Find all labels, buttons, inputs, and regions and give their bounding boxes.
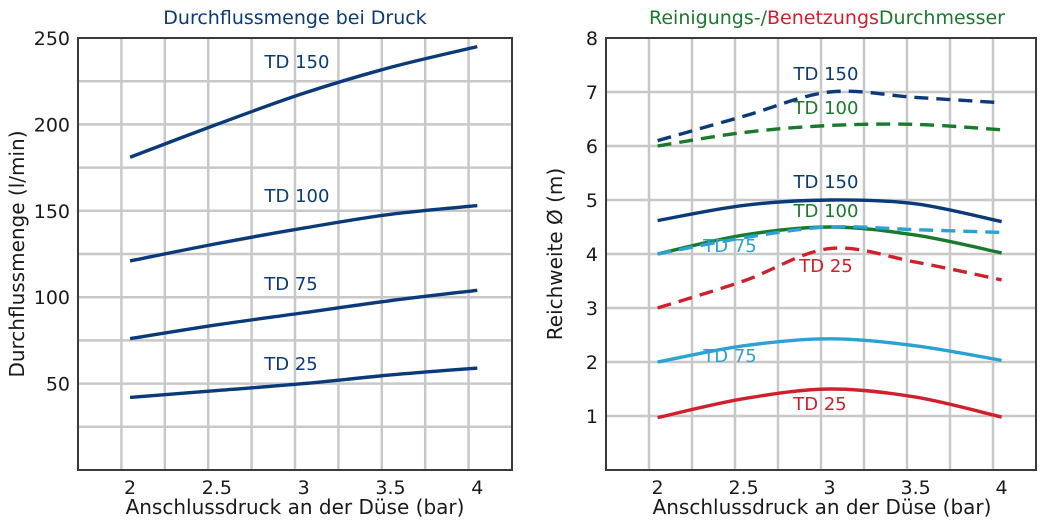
- range-series-line-5: [657, 224, 1002, 256]
- range-x-tick-label: 3: [824, 477, 836, 499]
- flow-chart-series-labels: TD 150 TD 100 TD 75 TD 25: [263, 52, 329, 375]
- flow-y-tick-label: 150: [34, 201, 70, 223]
- range-series-label-7: TD 75: [702, 346, 756, 367]
- flow-series-line-2: [129, 203, 478, 263]
- range-y-tick-label: 5: [586, 190, 598, 212]
- range-chart-series-labels: TD 150 TD 100 TD 150 TD 100 TD 75 TD 25 TD 75 T…: [702, 64, 858, 415]
- range-series-label-8: TD 25: [792, 394, 846, 415]
- range-y-tick-label: 6: [586, 136, 598, 158]
- flow-y-tick-label: 50: [46, 374, 70, 396]
- range-series-line-2: [657, 122, 1002, 148]
- range-series-label-2: TD 100: [793, 98, 859, 119]
- range-y-tick-label: 4: [586, 244, 598, 266]
- range-chart-grid: [606, 38, 1036, 470]
- flow-chart-y-axis-label: Durchflussmenge (l/min): [5, 130, 29, 377]
- flow-series-label-1: TD 150: [264, 52, 330, 73]
- range-chart-x-ticks: 2 2.5 3 3.5 4: [652, 477, 1008, 499]
- flow-y-tick-label: 200: [34, 114, 70, 136]
- flow-chart-y-ticks: 50 100 150 200 250: [34, 28, 70, 396]
- range-series-line-1: [657, 89, 1002, 143]
- flow-chart-x-ticks: 2 2.5 3 3.5 4: [124, 477, 483, 499]
- flow-chart-frame: [77, 37, 513, 471]
- flow-series-label-4: TD 25: [263, 354, 317, 375]
- range-chart-y-axis-label: Reichweite Ø (m): [543, 168, 567, 340]
- range-x-tick-label: 3.5: [900, 477, 930, 499]
- flow-x-tick-label: 2.5: [202, 477, 232, 499]
- range-chart-y-ticks: 1 2 3 4 5 6 7 8: [586, 28, 598, 428]
- flow-x-tick-label: 2: [124, 477, 136, 499]
- flow-x-tick-label: 3: [298, 477, 310, 499]
- range-chart-lines: [657, 89, 1002, 420]
- flow-x-tick-label: 3.5: [375, 477, 405, 499]
- range-y-tick-label: 8: [586, 28, 598, 50]
- flow-chart-title: Durchflussmenge bei Druck: [163, 7, 426, 29]
- range-chart-title-part-2: Benetzungs: [767, 7, 879, 29]
- flow-series-line-1: [129, 44, 478, 159]
- range-y-tick-label: 7: [586, 82, 598, 104]
- range-chart-title: Reinigungs-/BenetzungsDurchmesser: [649, 7, 1005, 29]
- range-series-label-1: TD 150: [793, 64, 859, 85]
- range-chart-frame: [605, 37, 1037, 471]
- range-chart-title-part-3: Durchmesser: [879, 7, 1005, 29]
- range-x-tick-label: 4: [996, 477, 1008, 499]
- range-x-tick-label: 2: [652, 477, 664, 499]
- range-series-label-6: TD 25: [798, 256, 852, 277]
- range-y-tick-label: 3: [586, 298, 598, 320]
- range-series-line-3: [657, 198, 1002, 224]
- flow-chart-grid: [78, 38, 512, 470]
- range-x-tick-label: 2.5: [728, 477, 758, 499]
- range-chart-x-axis-label: Anschlussdruck an der Düse (bar): [653, 495, 992, 519]
- range-series-line-6: [657, 246, 1002, 310]
- range-chart: TD 150 TD 100 TD 150 TD 100 TD 75 TD 25 TD 75 T…: [543, 7, 1037, 519]
- range-y-tick-label: 2: [586, 352, 598, 374]
- flow-x-tick-label: 4: [471, 477, 483, 499]
- range-series-line-8: [657, 387, 1002, 420]
- range-series-label-4: TD 100: [793, 201, 859, 222]
- range-y-tick-label: 1: [586, 406, 598, 428]
- range-series-label-5: TD 75: [702, 236, 756, 257]
- range-chart-title-part-1: Reinigungs-/: [649, 7, 768, 29]
- flow-series-line-3: [129, 288, 478, 341]
- flow-chart-lines: [129, 44, 478, 400]
- range-series-line-7: [657, 337, 1002, 364]
- range-series-label-3: TD 150: [793, 172, 859, 193]
- flow-series-label-3: TD 75: [263, 274, 317, 295]
- flow-series-line-4: [129, 366, 478, 400]
- range-series-line-4: [657, 225, 1002, 256]
- flow-y-tick-label: 100: [34, 287, 70, 309]
- flow-series-label-2: TD 100: [264, 186, 330, 207]
- flow-chart-x-axis-label: Anschlussdruck an der Düse (bar): [126, 495, 465, 519]
- flow-y-tick-label: 250: [34, 28, 70, 50]
